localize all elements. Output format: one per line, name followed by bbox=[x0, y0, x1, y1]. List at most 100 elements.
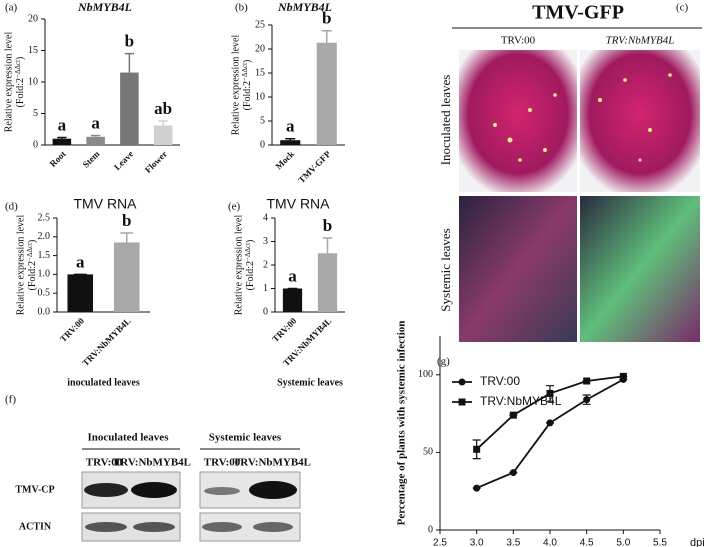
unit-part: (Fold:2 bbox=[245, 261, 256, 290]
lane-label: TRV:NbMYB4L bbox=[113, 457, 191, 469]
bar bbox=[120, 72, 139, 145]
unit-part: ) bbox=[27, 240, 38, 243]
bar bbox=[282, 288, 303, 312]
y-tick-label: 0 bbox=[428, 524, 433, 535]
lanes: TRV:00 TRV:NbMYB4L TRV:00 TRV:NbMYB4L bbox=[86, 457, 311, 469]
photo-title: TMV-GFP bbox=[532, 2, 624, 24]
y-axis-unit: (Fold:2−ΔΔct) bbox=[244, 240, 257, 291]
y-axis-unit: (Fold:2−ΔΔct) bbox=[26, 240, 39, 291]
y-tick-label: 0.0 bbox=[38, 306, 51, 317]
panel-label: (e) bbox=[228, 201, 241, 213]
marker bbox=[583, 377, 591, 385]
y-axis-label: Relative expression level bbox=[3, 32, 14, 133]
y-tick-label: 5 bbox=[260, 115, 265, 126]
panel-label: (c) bbox=[676, 2, 689, 14]
chart-title: TMV RNA bbox=[74, 196, 138, 212]
significance-letter: b bbox=[122, 211, 131, 230]
x-tick-label: TRV:00 bbox=[58, 315, 87, 344]
bands bbox=[84, 481, 297, 532]
y-axis-unit: (Fold:2−ΔΔct) bbox=[14, 57, 27, 108]
significance-letter: a bbox=[91, 113, 100, 132]
significance-letter: b bbox=[322, 9, 331, 28]
error-bar bbox=[124, 52, 135, 73]
y-tick-label: 10 bbox=[28, 76, 38, 87]
error-bar bbox=[120, 232, 134, 243]
y-axis-label: Relative expression level bbox=[233, 215, 244, 316]
x-tick-label: Leave bbox=[112, 149, 135, 172]
x-tick-label: Stem bbox=[81, 148, 102, 169]
x-axis-label: inoculated leaves bbox=[67, 377, 140, 388]
marker bbox=[546, 419, 554, 427]
photo bbox=[459, 196, 577, 342]
marker bbox=[509, 411, 517, 419]
panel-label: (g) bbox=[437, 356, 450, 368]
unit-part: ) bbox=[15, 57, 26, 60]
x-tick-label: 5.0 bbox=[616, 538, 630, 547]
y-axis-label: Percentage of plants with systemic infec… bbox=[396, 321, 408, 526]
chart-title: NbMYB4L bbox=[277, 0, 332, 14]
lane-label: TRV:NbMYB4L bbox=[233, 457, 311, 469]
row-label: ACTIN bbox=[19, 521, 52, 532]
significance-letter: ab bbox=[154, 99, 172, 118]
unit-part: −ΔΔct bbox=[26, 243, 34, 261]
y-tick-label: 3 bbox=[263, 236, 268, 247]
y-tick-label: 1.0 bbox=[38, 269, 51, 280]
y-axis-label: Relative expression level bbox=[230, 35, 241, 136]
significance-letter: a bbox=[58, 115, 67, 134]
bar bbox=[52, 138, 72, 145]
x-tick-label: 4.5 bbox=[580, 538, 594, 547]
legend-marker bbox=[458, 398, 466, 406]
error-bar bbox=[321, 30, 332, 43]
y-tick-label: 15 bbox=[28, 45, 38, 56]
y-axis-unit: (Fold:2−ΔΔct) bbox=[241, 60, 254, 111]
y-tick-label: 0 bbox=[263, 306, 268, 317]
marker bbox=[473, 484, 481, 492]
error-bar bbox=[90, 134, 101, 137]
x-tick-label: 3.5 bbox=[506, 538, 520, 547]
column-label: TRV:NbMYB4L bbox=[606, 35, 675, 47]
y-tick-label: 2.5 bbox=[38, 212, 51, 223]
x-tick-label: 3.0 bbox=[470, 538, 484, 547]
unit-part: (Fold:2 bbox=[27, 261, 38, 290]
unit-part: −ΔΔct bbox=[244, 243, 252, 261]
error-bar bbox=[158, 120, 168, 126]
significance-letter: b bbox=[323, 216, 332, 235]
significance-letter: b bbox=[125, 32, 134, 51]
unit-part: (Fold:2 bbox=[15, 78, 26, 107]
y-tick-label: 0 bbox=[33, 139, 38, 150]
y-tick-label: 0.5 bbox=[38, 287, 51, 298]
legend-marker bbox=[458, 378, 466, 386]
photo bbox=[459, 50, 577, 192]
y-tick-label: 4 bbox=[263, 212, 268, 223]
significance-letter: a bbox=[286, 117, 295, 136]
x-axis-label: Systemic leaves bbox=[277, 377, 343, 388]
error-bar bbox=[322, 237, 333, 254]
bar bbox=[316, 42, 337, 146]
y-tick-label: 20 bbox=[255, 43, 265, 54]
row-label: TMV-CP bbox=[15, 484, 54, 495]
marker bbox=[546, 389, 554, 397]
x-tick-label: Flower bbox=[143, 149, 169, 175]
x-tick-label: 4.0 bbox=[543, 538, 557, 547]
x-tick-label: TRV:00 bbox=[270, 315, 299, 344]
panel-label: (f) bbox=[5, 394, 16, 406]
panel-label: (d) bbox=[5, 201, 18, 213]
panel-label: (a) bbox=[5, 2, 18, 14]
unit-part: −ΔΔct bbox=[241, 63, 249, 81]
bar bbox=[67, 274, 94, 312]
bar bbox=[153, 125, 173, 145]
y-tick-label: 2.0 bbox=[38, 231, 51, 242]
column-label: TRV:00 bbox=[501, 35, 536, 47]
y-tick-label: 0 bbox=[260, 139, 265, 150]
legend-label: TRV:NbMYB4L bbox=[480, 394, 562, 408]
unit-part: −ΔΔct bbox=[14, 60, 22, 78]
unit-part: ) bbox=[242, 60, 253, 63]
legend-label: TRV:00 bbox=[480, 374, 520, 388]
bar bbox=[86, 136, 105, 145]
y-tick-label: 1.5 bbox=[38, 250, 51, 261]
y-tick-label: 10 bbox=[255, 91, 265, 102]
y-axis-label: Relative expression level bbox=[15, 215, 26, 316]
bar bbox=[113, 242, 140, 312]
x-tick-label: TRV:NbMYB4L bbox=[80, 316, 132, 368]
